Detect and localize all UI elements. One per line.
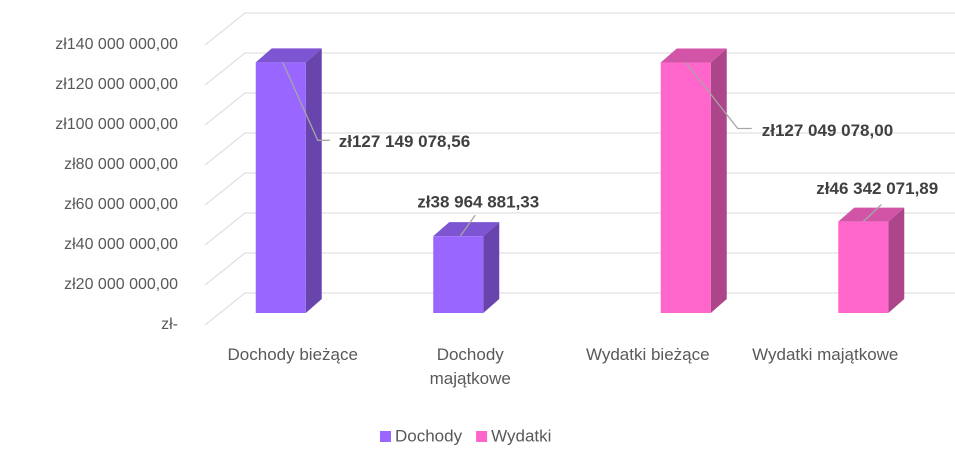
- data-label: zł127 149 078,56: [339, 132, 470, 151]
- y-tick-label: zł60 000 000,00: [64, 196, 178, 213]
- bar-top: [433, 222, 500, 237]
- bar: [660, 62, 711, 314]
- leader-line: [862, 204, 882, 223]
- data-label: zł127 049 078,00: [762, 121, 893, 140]
- leader-line: [282, 62, 330, 141]
- bar-side: [305, 48, 322, 313]
- bar-top: [660, 48, 727, 63]
- bar: [433, 236, 484, 313]
- y-tick-label: zł20 000 000,00: [64, 276, 178, 293]
- y-tick-label: zł140 000 000,00: [55, 36, 178, 53]
- bar-side: [710, 48, 727, 313]
- x-tick-label: Wydatki bieżące: [585, 345, 710, 364]
- y-tick-label: zł120 000 000,00: [55, 76, 178, 93]
- leader-line: [459, 214, 476, 237]
- grid-line: [204, 12, 955, 46]
- y-tick-label: zł40 000 000,00: [64, 236, 178, 253]
- bar-side: [483, 222, 500, 313]
- bar: [838, 221, 889, 313]
- data-label: zł38 964 881,33: [417, 193, 539, 212]
- legend-swatch: [380, 431, 391, 442]
- y-tick-label: zł80 000 000,00: [64, 156, 178, 173]
- leader-line: [685, 62, 752, 130]
- bar-side: [888, 207, 905, 313]
- x-tick-label: Wydatki majątkowe: [752, 345, 899, 364]
- legend-label: Wydatki: [491, 426, 551, 445]
- x-tick-label: Dochody bieżące: [227, 345, 358, 364]
- y-tick-label: zł-: [161, 316, 178, 333]
- legend-label: Dochody: [395, 426, 463, 445]
- data-label: zł46 342 071,89: [816, 179, 938, 198]
- legend-swatch: [476, 431, 488, 442]
- bar: [255, 62, 306, 314]
- bar-top: [255, 48, 322, 63]
- x-tick-label: Dochody majątkowe: [429, 345, 511, 388]
- y-tick-label: zł100 000 000,00: [55, 116, 178, 133]
